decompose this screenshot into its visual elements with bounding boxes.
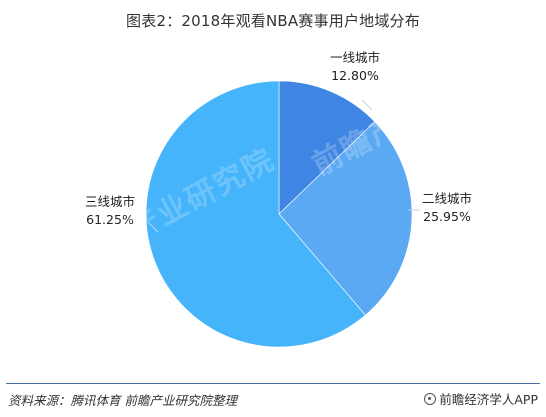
slice-value-label: 61.25% — [86, 212, 134, 227]
footer-divider — [6, 383, 540, 384]
leader-line — [361, 99, 373, 111]
slice-category-label: 三线城市 — [85, 194, 135, 209]
leader-line — [147, 221, 159, 233]
pie-slice — [278, 80, 376, 215]
pie-slice — [278, 121, 413, 316]
brand-logo-icon — [424, 392, 437, 405]
slice-value-label: 12.80% — [331, 68, 379, 83]
slice-category-label: 二线城市 — [422, 191, 472, 206]
slice-value-label: 25.95% — [423, 209, 471, 224]
source-note: 资料来源：腾讯体育 前瞻产业研究院整理 — [8, 393, 237, 408]
brand-name: 前瞻经济学人APP — [439, 392, 538, 407]
slice-category-label: 一线城市 — [330, 50, 380, 65]
chart-title: 图表2：2018年观看NBA赛事用户地域分布 — [126, 12, 420, 30]
brand-credit: 前瞻经济学人APP — [424, 389, 538, 408]
pie-slice — [145, 80, 366, 348]
